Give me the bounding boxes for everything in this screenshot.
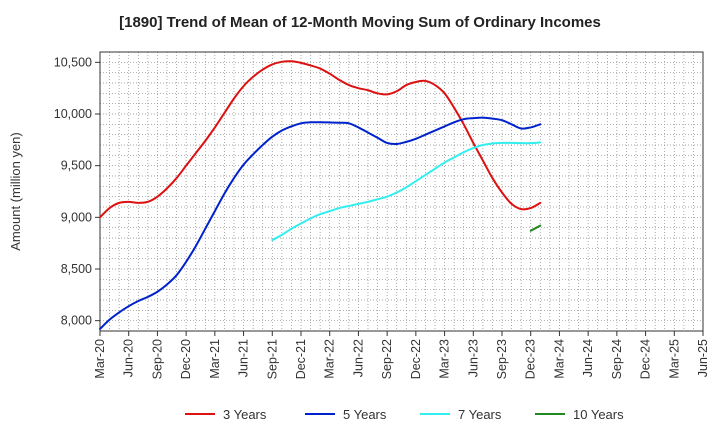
- x-tick-label: Sep-21: [265, 339, 279, 379]
- x-tick-label: Jun-21: [237, 339, 251, 377]
- y-tick-label: 8,500: [61, 262, 92, 276]
- series-line-5-years: [99, 116, 542, 330]
- y-tick-label: 9,500: [61, 159, 92, 173]
- x-tick-label: Mar-21: [208, 339, 222, 379]
- series-line-3-years: [99, 60, 542, 219]
- x-tick-label: Sep-20: [150, 339, 164, 379]
- y-axis-label: Amount (million yen): [8, 132, 23, 251]
- x-tick-label: Mar-20: [93, 339, 107, 379]
- x-tick-label: Sep-23: [495, 339, 509, 379]
- x-tick-label: Sep-22: [380, 339, 394, 379]
- x-tick-label: Mar-25: [667, 339, 681, 379]
- x-tick-label: Mar-23: [438, 339, 452, 379]
- x-tick-label: Jun-24: [581, 339, 595, 377]
- x-tick-label: Dec-24: [639, 339, 653, 379]
- x-tick-label: Jun-22: [351, 339, 365, 377]
- legend-label-3-years: 3 Years: [223, 407, 267, 422]
- legend-label-7-years: 7 Years: [458, 407, 502, 422]
- y-tick-label: 9,000: [61, 210, 92, 224]
- series-line-10-years: [529, 224, 542, 232]
- y-tick-label: 10,500: [54, 55, 92, 69]
- x-tick-label: Jun-25: [696, 339, 710, 377]
- chart-title: [1890] Trend of Mean of 12-Month Moving …: [119, 14, 601, 31]
- x-tick-label: Dec-21: [294, 339, 308, 379]
- legend-label-10-years: 10 Years: [573, 407, 624, 422]
- x-tick-label: Jun-20: [122, 339, 136, 377]
- series-line-7-years: [271, 141, 542, 242]
- x-tick-label: Dec-20: [179, 339, 193, 379]
- plot-area: [100, 52, 703, 331]
- x-tick-label: Mar-24: [552, 339, 566, 379]
- x-tick-label: Dec-22: [409, 339, 423, 379]
- legend-label-5-years: 5 Years: [343, 407, 387, 422]
- y-tick-label: 10,000: [54, 107, 92, 121]
- x-tick-label: Jun-23: [466, 339, 480, 377]
- x-tick-label: Sep-24: [610, 339, 624, 379]
- plot-frame: [99, 51, 704, 332]
- x-tick-label: Mar-22: [323, 339, 337, 379]
- y-tick-label: 8,000: [61, 314, 92, 328]
- x-tick-label: Dec-23: [524, 339, 538, 379]
